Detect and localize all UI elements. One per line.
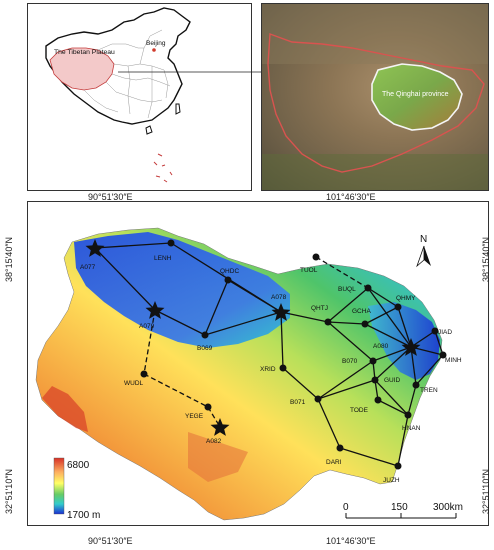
- coord-left-top: 38°15′40″N: [4, 236, 14, 282]
- dot-icon-wudl: [140, 370, 148, 378]
- main-dem-map: A077 LENH QHDC TUOL BUQL QHMY A078 QHTJ …: [27, 201, 489, 526]
- qaidam-basin: [74, 232, 290, 348]
- star-stations: [85, 239, 421, 436]
- label-guid: GUID: [384, 377, 401, 384]
- dot-icon-lenh: [167, 239, 175, 247]
- satellite-inset-map: The Qinghai province: [261, 3, 489, 191]
- label-qhmy: QHMY: [396, 295, 416, 302]
- scale-bar: 0 150 300km: [343, 502, 463, 519]
- dot-icon-b071: [314, 395, 322, 403]
- dot-icon-dari: [336, 444, 344, 452]
- label-a080: A080: [373, 343, 389, 350]
- coord-right-top: 38°15′40″N: [481, 236, 491, 282]
- scale-tick-0: 0: [343, 502, 349, 513]
- label-jiad: JIAD: [438, 329, 452, 336]
- dot-icon-b070: [369, 357, 377, 365]
- legend-colorbar: [53, 457, 65, 515]
- dem-map-svg: A077 LENH QHDC TUOL BUQL QHMY A078 QHTJ …: [35, 227, 463, 521]
- label-buql: BUQL: [338, 286, 356, 293]
- beijing-dot-icon: [152, 48, 156, 52]
- dot-icon-guid: [371, 376, 379, 384]
- star-icon-a078: [271, 303, 291, 321]
- north-arrow-icon: N: [416, 234, 431, 268]
- scale-tick-150: 150: [391, 502, 408, 513]
- tibetan-plateau-label: The Tibetan Plateau: [54, 49, 115, 56]
- star-icon-a080: [401, 338, 421, 356]
- label-tode: TODE: [350, 407, 369, 414]
- high-terrain-west: [42, 386, 88, 432]
- dot-icon-yege: [204, 403, 212, 411]
- label-yege: YEGE: [185, 413, 204, 420]
- scale-tick-300: 300km: [433, 502, 463, 513]
- dot-icon-tode: [374, 396, 382, 404]
- label-wudl: WUDL: [124, 380, 144, 387]
- star-icon-a082: [210, 418, 230, 436]
- label-juzh: JUZH: [383, 477, 400, 484]
- label-minh: MINH: [445, 357, 462, 364]
- label-a082: A082: [206, 438, 222, 445]
- coord-top-right: 101°46′30″E: [326, 192, 376, 202]
- north-label: N: [420, 234, 427, 245]
- dot-icon-qhmy: [394, 303, 402, 311]
- label-tren: TREN: [420, 387, 438, 394]
- high-terrain-south: [188, 432, 248, 482]
- label-lenh: LENH: [154, 255, 172, 262]
- star-icon-a079: [145, 301, 165, 319]
- dot-icon-gcha: [361, 320, 369, 328]
- station-dots: [140, 239, 447, 470]
- province-borders: [83, 29, 171, 119]
- legend-max: 6800: [67, 460, 90, 471]
- dot-icon-qhdc: [224, 276, 232, 284]
- satellite-svg: The Qinghai province: [262, 4, 488, 190]
- star-icon-a077: [85, 239, 105, 257]
- coord-bottom-right: 101°46′30″E: [326, 536, 376, 546]
- china-inset-map: Beijing The Tibetan Plateau: [27, 3, 252, 191]
- label-a078: A078: [271, 294, 287, 301]
- coord-top-left: 90°51′30″E: [88, 192, 133, 202]
- qinghai-province-area: [371, 63, 463, 131]
- coord-left-bottom: 32°51′10″N: [4, 468, 14, 514]
- legend-min: 1700 m: [67, 510, 100, 521]
- label-b069: B069: [197, 345, 213, 352]
- beijing-label: Beijing: [146, 40, 166, 47]
- elevation-legend: 6800 1700 m: [53, 457, 100, 521]
- dot-icon-tuol: [312, 253, 320, 261]
- label-hnan: HNAN: [402, 425, 421, 432]
- label-dari: DARI: [326, 459, 342, 466]
- plateau-boundary: [267, 33, 485, 173]
- coord-right-bottom: 32°51′10″N: [481, 468, 491, 514]
- label-xrid: XRID: [260, 366, 276, 373]
- china-map-svg: Beijing The Tibetan Plateau: [45, 7, 191, 183]
- south-sea-islands: [153, 153, 173, 183]
- eastern-lowland: [368, 302, 440, 380]
- dot-icon-xrid: [279, 364, 287, 372]
- dot-icon-juzh: [394, 462, 402, 470]
- dot-icon-qhtj: [324, 318, 332, 326]
- dot-icon-jiad: [431, 327, 439, 335]
- dot-icon-tren: [412, 381, 420, 389]
- qinghai-province-label: The Qinghai province: [382, 91, 449, 98]
- label-gcha: GCHA: [352, 308, 371, 315]
- label-qhdc: QHDC: [220, 268, 239, 275]
- dot-icon-b069: [201, 331, 209, 339]
- label-qhtj: QHTJ: [311, 305, 328, 312]
- dot-icon-buql: [364, 284, 372, 292]
- label-a079: A079: [139, 323, 155, 330]
- dot-icon-minh: [439, 351, 447, 359]
- label-b070: B070: [342, 358, 358, 365]
- island-taiwan: [175, 103, 181, 115]
- label-b071: B071: [290, 399, 306, 406]
- label-a077: A077: [80, 264, 96, 271]
- dot-icon-hnan: [404, 411, 412, 419]
- station-labels: A077 LENH QHDC TUOL BUQL QHMY A078 QHTJ …: [80, 255, 462, 484]
- coord-bottom-left: 90°51′30″E: [88, 536, 133, 546]
- island-hainan: [145, 125, 153, 135]
- label-tuol: TUOL: [300, 267, 318, 274]
- china-outline: [45, 7, 191, 125]
